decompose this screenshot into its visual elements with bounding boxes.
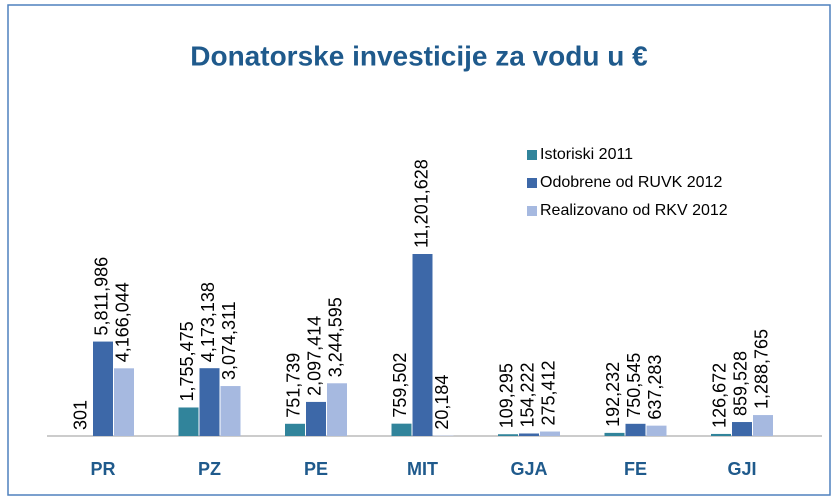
data-label: 3,244,595 xyxy=(326,297,346,377)
x-tick-label: PR xyxy=(90,459,115,479)
bar xyxy=(519,433,539,436)
legend-swatch xyxy=(527,150,537,160)
bar xyxy=(540,431,560,436)
bar xyxy=(93,341,113,436)
bar xyxy=(711,433,731,436)
bar xyxy=(114,368,134,436)
x-tick-label: GJA xyxy=(510,459,547,479)
bar xyxy=(199,368,220,436)
bar xyxy=(646,425,667,436)
bar xyxy=(391,423,412,436)
data-label: 109,295 xyxy=(497,363,517,428)
bar xyxy=(625,423,646,436)
legend-label: Realizovano od RKV 2012 xyxy=(540,202,728,219)
bar xyxy=(306,401,326,436)
data-label: 154,222 xyxy=(518,362,538,427)
data-label: 1,288,765 xyxy=(752,329,772,409)
data-label: 3,074,311 xyxy=(219,301,239,380)
data-label: 192,232 xyxy=(603,362,623,427)
bar xyxy=(753,415,773,436)
x-tick-label: GJI xyxy=(727,459,756,479)
x-tick-label: PE xyxy=(304,459,328,479)
data-label: 20,184 xyxy=(432,375,452,430)
legend-swatch xyxy=(527,206,537,216)
chart-title: Donatorske investicije za vodu u € xyxy=(190,40,648,71)
legend-label: Odobrene od RUVK 2012 xyxy=(540,174,722,191)
data-label: 1,755,475 xyxy=(177,321,197,401)
data-label: 301 xyxy=(71,400,91,430)
data-label: 751,739 xyxy=(284,353,304,418)
data-label: 637,283 xyxy=(645,355,665,420)
bar xyxy=(285,423,305,436)
bar xyxy=(178,407,199,436)
x-tick-label: PZ xyxy=(198,459,221,479)
x-tick-label: MIT xyxy=(407,459,438,479)
data-label: 859,528 xyxy=(731,351,751,416)
data-label: 759,502 xyxy=(390,353,410,418)
bar xyxy=(732,422,752,436)
bar xyxy=(412,254,433,436)
data-label: 5,811,986 xyxy=(92,257,112,336)
data-label: 4,166,044 xyxy=(113,282,133,362)
data-label: 126,672 xyxy=(710,363,730,428)
data-label: 750,545 xyxy=(624,353,644,418)
bar xyxy=(498,434,518,436)
data-label: 4,173,138 xyxy=(198,282,218,362)
x-tick-label: FE xyxy=(624,459,647,479)
bar xyxy=(220,386,241,436)
data-label: 275,412 xyxy=(539,360,559,425)
bar xyxy=(327,383,347,436)
data-label: 11,201,628 xyxy=(411,159,431,248)
bar xyxy=(604,432,625,436)
legend-swatch xyxy=(527,178,537,188)
legend-label: Istoriski 2011 xyxy=(540,146,633,163)
data-label: 2,097,414 xyxy=(305,316,325,396)
